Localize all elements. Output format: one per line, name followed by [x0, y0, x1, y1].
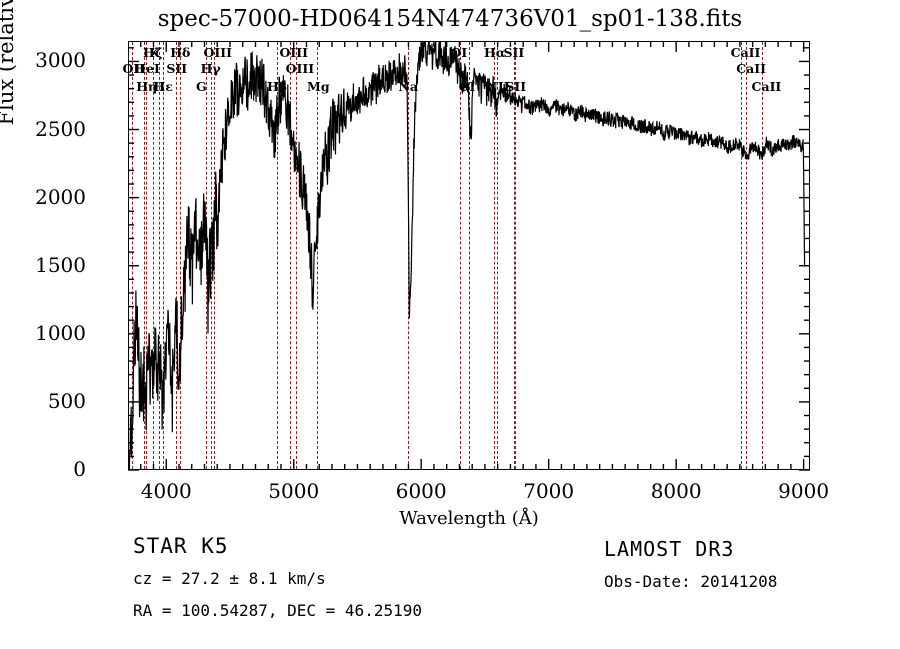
line-label-NII-6583: NII — [486, 79, 510, 94]
marker-line-H-3835 — [146, 42, 148, 469]
line-label-CaII-8498: CaII — [730, 45, 761, 60]
line-label-OIII-4363: OIII — [203, 45, 232, 60]
marker-line-H-3968 — [163, 42, 165, 469]
x-tick-4000: 4000 — [140, 479, 192, 503]
y-tick-1000: 1000 — [35, 320, 86, 345]
line-label-SII-6716: SII — [503, 45, 525, 60]
marker-line-OI-6364 — [468, 42, 470, 469]
marker-line-CaII-8498 — [740, 42, 742, 469]
x-tick-7000: 7000 — [523, 479, 575, 503]
line-label-H-4340: Hγ — [200, 61, 221, 76]
x-tick-9000: 9000 — [778, 479, 830, 503]
redshift-velocity-text: cz = 27.2 ± 8.1 km/s — [133, 569, 326, 588]
y-tick-0: 0 — [73, 457, 86, 481]
line-label-OII-3727: OII — [122, 61, 146, 76]
spectrum-curve — [129, 42, 806, 469]
line-label-Mg-5175: Mg — [307, 79, 330, 94]
marker-line-SII-4072 — [176, 42, 178, 469]
line-label-HeI-3820: HeI — [134, 61, 160, 76]
line-label-G-4304: G — [195, 79, 207, 94]
x-tick-6000: 6000 — [395, 479, 447, 503]
marker-line-H-4102 — [180, 42, 182, 469]
y-axis-label: Flux (relative) — [0, 0, 18, 126]
marker-line-Mg-5175 — [317, 42, 318, 469]
line-label-OIII-4959: OIII — [279, 45, 308, 60]
line-label-K-3934: K — [148, 45, 160, 60]
y-tick-2000: 2000 — [35, 184, 86, 209]
line-label-CaII-8662: CaII — [751, 79, 782, 94]
y-tick-500: 500 — [47, 388, 86, 413]
y-tick-1500: 1500 — [35, 252, 86, 277]
line-label-SII-6731: SII — [505, 79, 527, 94]
line-label-Na-5892: Na — [398, 79, 418, 94]
x-axis-label: Wavelength (Å) — [399, 508, 539, 529]
line-label-H-6563: Hα — [483, 45, 506, 60]
marker-line-H-6563 — [494, 42, 495, 469]
marker-line-SII-6716 — [513, 42, 515, 469]
line-label-SII-4072: SII — [166, 61, 188, 76]
coordinates-text: RA = 100.54287, DEC = 46.25190 — [133, 601, 422, 620]
page-title: spec-57000-HD064154N474736V01_sp01-138.f… — [157, 6, 743, 32]
y-tick-2500: 2500 — [35, 116, 86, 141]
survey-text: LAMOST DR3 — [604, 537, 735, 561]
object-class-text: STAR K5 — [133, 534, 229, 558]
marker-line-K-3934 — [158, 42, 160, 469]
x-tick-8000: 8000 — [650, 479, 702, 503]
line-label-OI-6364: OI — [458, 79, 476, 94]
line-label-H-4102: Hδ — [170, 45, 191, 60]
marker-line-OIII-5007 — [295, 42, 297, 469]
obs-date-text: Obs-Date: 20141208 — [604, 572, 778, 591]
line-label-H-3968: H — [153, 79, 165, 94]
marker-line-SII-6731 — [515, 42, 517, 469]
marker-line-OI-6300 — [460, 42, 462, 469]
marker-line-CaII-8662 — [761, 42, 763, 469]
marker-line-H-4861 — [277, 42, 278, 469]
line-label-H-4861: Hβ — [267, 79, 288, 94]
line-label-CaII-8542: CaII — [736, 61, 766, 76]
marker-line-HeI-3820 — [144, 42, 146, 469]
x-tick-5000: 5000 — [268, 479, 320, 503]
y-tick-3000: 3000 — [35, 48, 86, 73]
marker-line-OIII-4959 — [289, 42, 291, 469]
line-label-H-3889: Hζ — [143, 45, 163, 60]
marker-line-CaII-8542 — [746, 42, 748, 469]
marker-line-NII-6583 — [496, 42, 498, 469]
marker-line-OII-3727 — [132, 42, 134, 469]
marker-line-H-3889 — [153, 42, 155, 469]
line-label-OIII-5007: OIII — [285, 61, 315, 76]
line-label-OI-6300: OI — [450, 45, 468, 60]
plot-area — [128, 41, 810, 470]
line-label-H-3835: Hη — [136, 79, 158, 94]
line-label-H-3970: Hε — [153, 79, 173, 94]
